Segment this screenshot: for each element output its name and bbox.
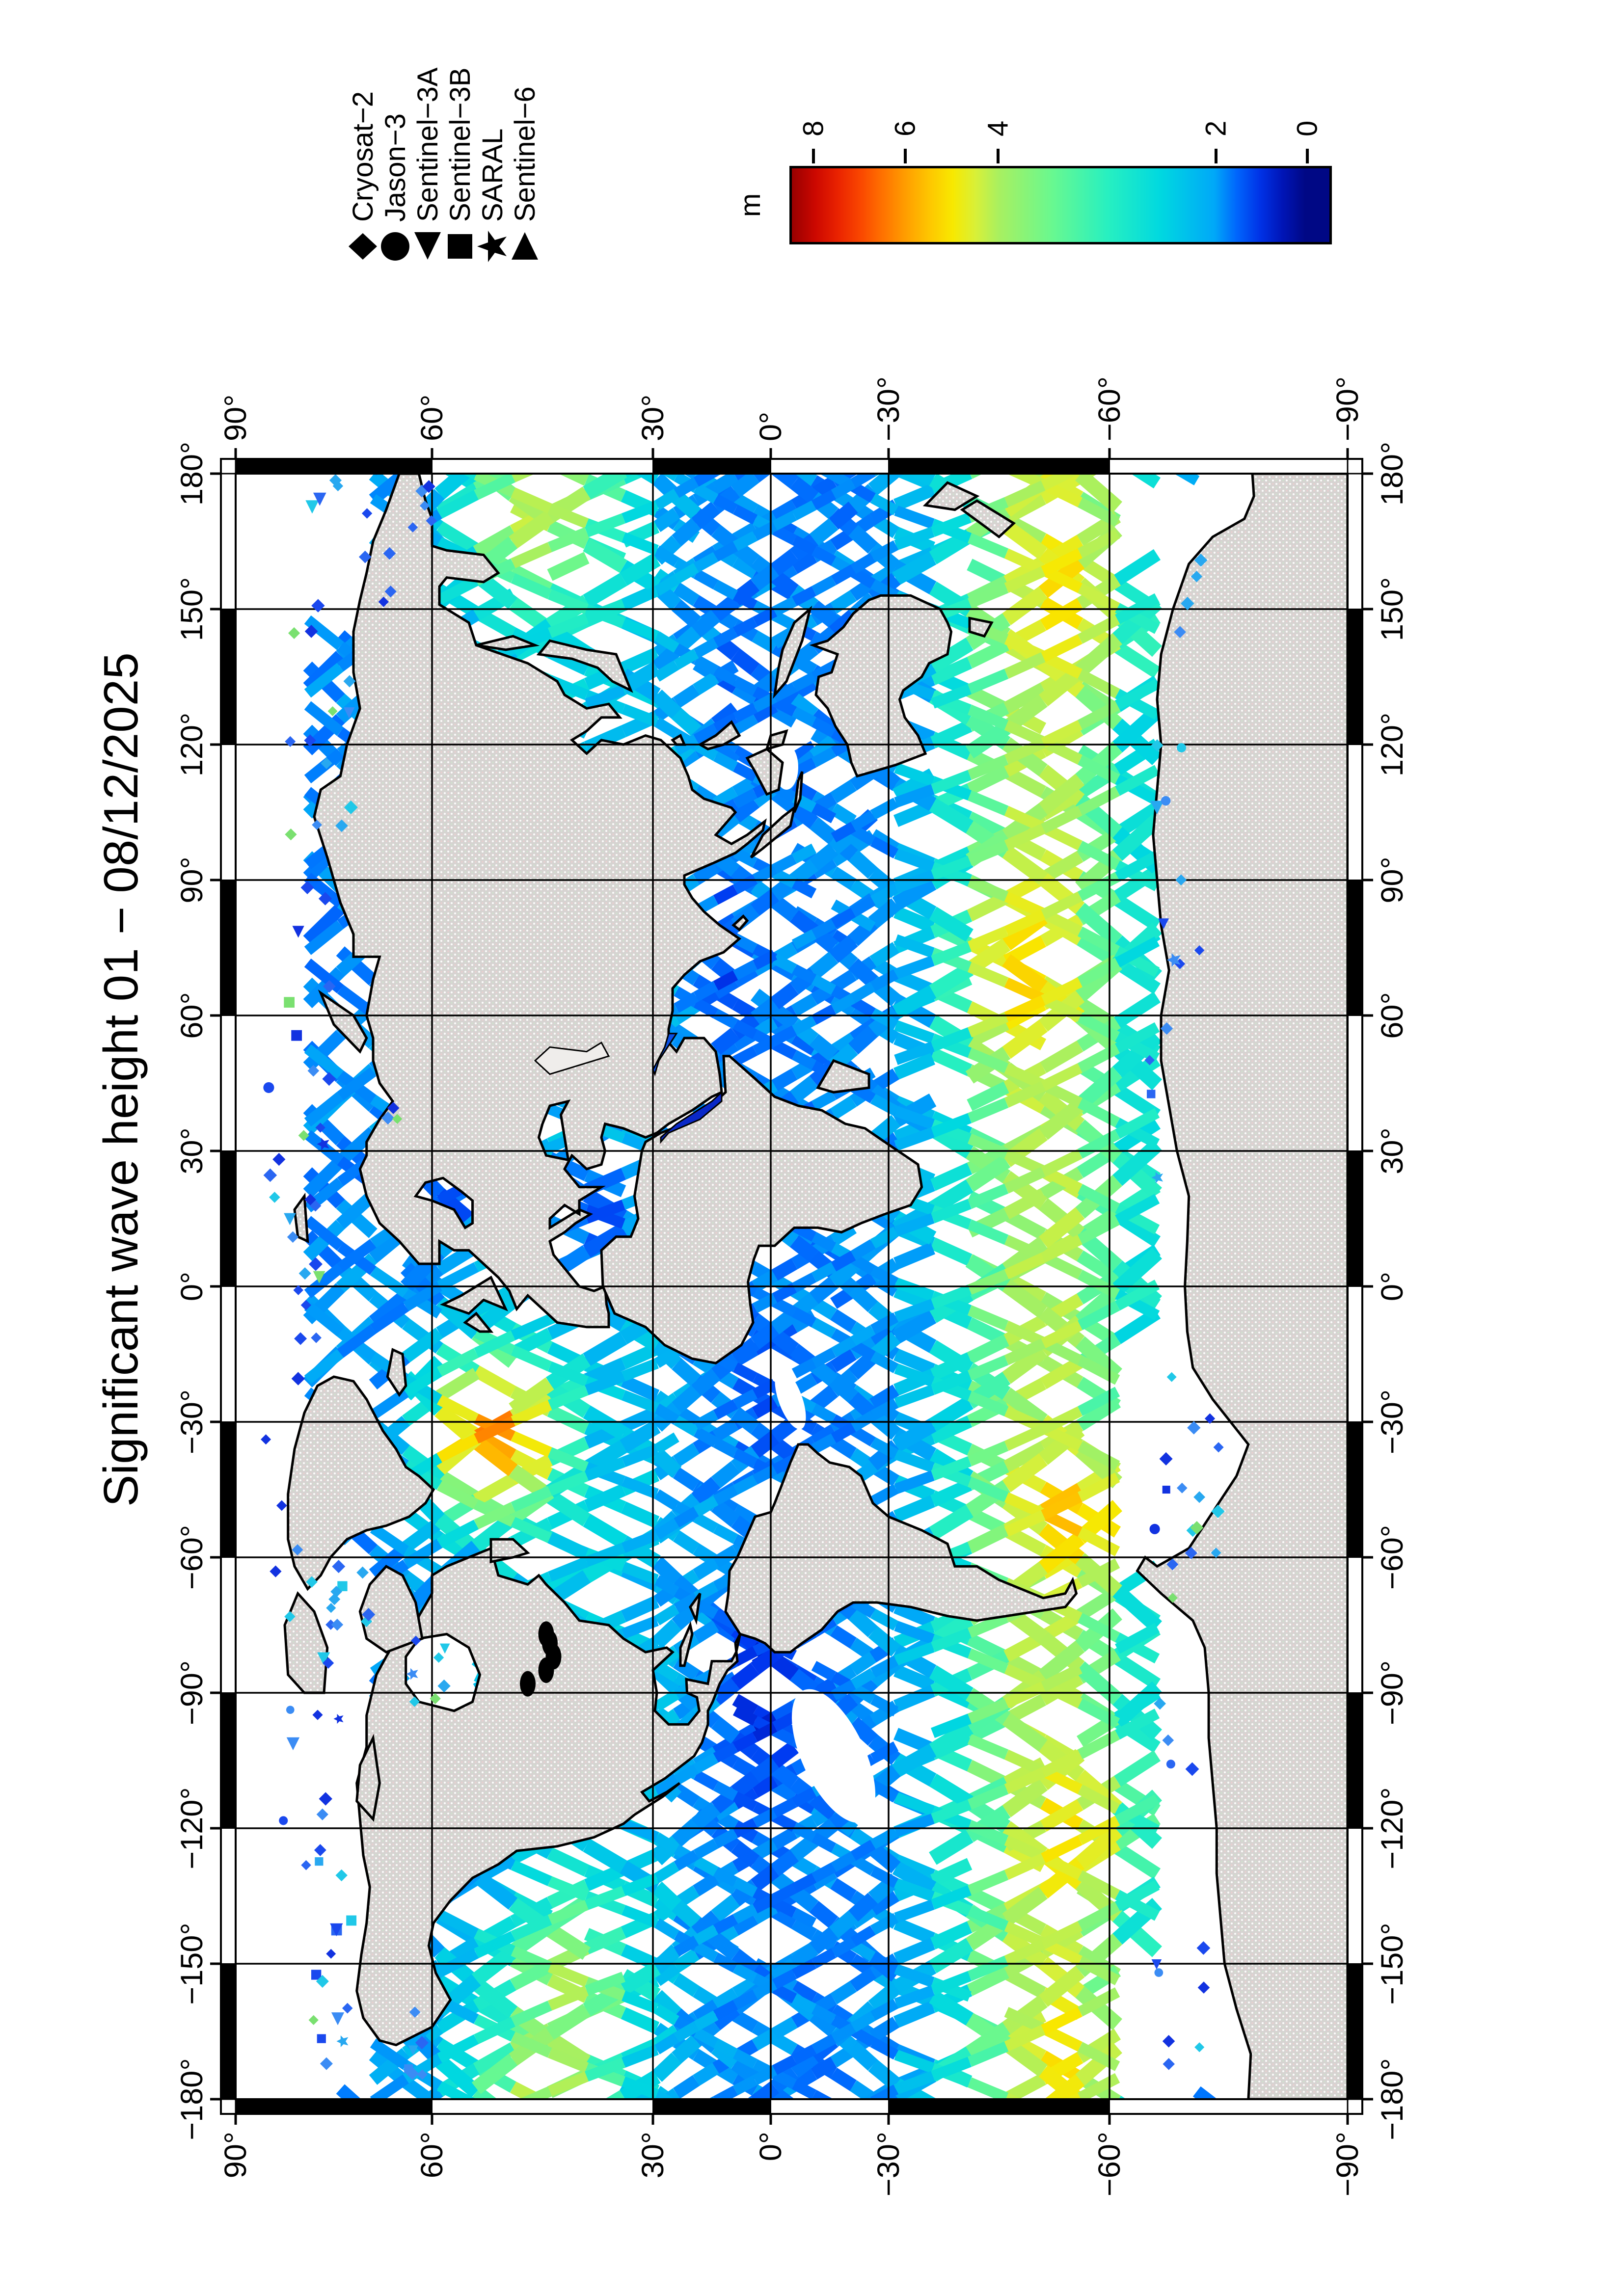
- svg-text:30°: 30°: [1375, 1127, 1409, 1174]
- svg-text:−180°: −180°: [1375, 2058, 1409, 2140]
- svg-text:120°: 120°: [175, 713, 209, 776]
- svg-text:−60°: −60°: [175, 1525, 209, 1590]
- svg-text:0°: 0°: [1375, 1272, 1409, 1301]
- svg-text:60°: 60°: [415, 2132, 449, 2178]
- svg-text:150°: 150°: [1375, 577, 1409, 641]
- legend-item: Cryosat−2: [347, 91, 379, 264]
- diamond-icon: [347, 229, 379, 264]
- square-icon: [444, 229, 476, 264]
- svg-text:30°: 30°: [636, 395, 670, 441]
- triangle-right-icon: [509, 229, 541, 264]
- svg-text:180°: 180°: [175, 442, 209, 506]
- svg-text:30°: 30°: [636, 2132, 670, 2178]
- svg-text:−150°: −150°: [1375, 1922, 1409, 2004]
- svg-text:60°: 60°: [1375, 992, 1409, 1039]
- svg-text:90°: 90°: [175, 856, 209, 903]
- svg-text:−30°: −30°: [871, 2132, 906, 2196]
- legend-item: Sentinel−6: [509, 86, 541, 264]
- graticule: [236, 474, 1348, 2099]
- svg-text:−90°: −90°: [1375, 1660, 1409, 1725]
- axis-labels: −180° −180° −150° −150° −120° −120° −90° −90° −6…: [175, 376, 1409, 2196]
- legend-item: Sentinel−3A: [411, 68, 444, 264]
- svg-text:60°: 60°: [175, 992, 209, 1039]
- legend-item: Sentinel−3B: [444, 68, 476, 264]
- svg-text:−90°: −90°: [1330, 376, 1365, 441]
- svg-text:−60°: −60°: [1092, 376, 1127, 441]
- svg-text:30°: 30°: [175, 1127, 209, 1174]
- svg-text:−30°: −30°: [871, 376, 906, 441]
- svg-text:−30°: −30°: [1375, 1389, 1409, 1454]
- svg-text:0°: 0°: [754, 2132, 788, 2161]
- star-icon: [476, 229, 509, 264]
- svg-text:90°: 90°: [218, 395, 253, 441]
- svg-text:0°: 0°: [754, 412, 788, 441]
- svg-text:−60°: −60°: [1375, 1525, 1409, 1590]
- svg-text:60°: 60°: [415, 395, 449, 441]
- svg-text:120°: 120°: [1375, 713, 1409, 776]
- triangle-left-icon: [411, 229, 444, 264]
- svg-text:−90°: −90°: [175, 1660, 209, 1725]
- svg-text:150°: 150°: [175, 577, 209, 641]
- ice-points-layer: [261, 474, 1225, 2080]
- svg-text:90°: 90°: [1375, 856, 1409, 903]
- svg-text:−120°: −120°: [175, 1787, 209, 1869]
- svg-text:90°: 90°: [218, 2132, 253, 2178]
- legend-item: SARAL: [476, 129, 509, 264]
- svg-text:180°: 180°: [1375, 442, 1409, 506]
- svg-text:−180°: −180°: [175, 2058, 209, 2140]
- legend-item: Jason−3: [379, 113, 411, 264]
- svg-text:−150°: −150°: [175, 1922, 209, 2004]
- circle-icon: [379, 229, 411, 264]
- svg-text:0°: 0°: [175, 1272, 209, 1301]
- svg-text:−30°: −30°: [175, 1389, 209, 1454]
- map-frame: [220, 458, 1363, 2115]
- svg-text:−90°: −90°: [1330, 2132, 1365, 2196]
- svg-text:−120°: −120°: [1375, 1787, 1409, 1869]
- svg-text:−60°: −60°: [1092, 2132, 1127, 2196]
